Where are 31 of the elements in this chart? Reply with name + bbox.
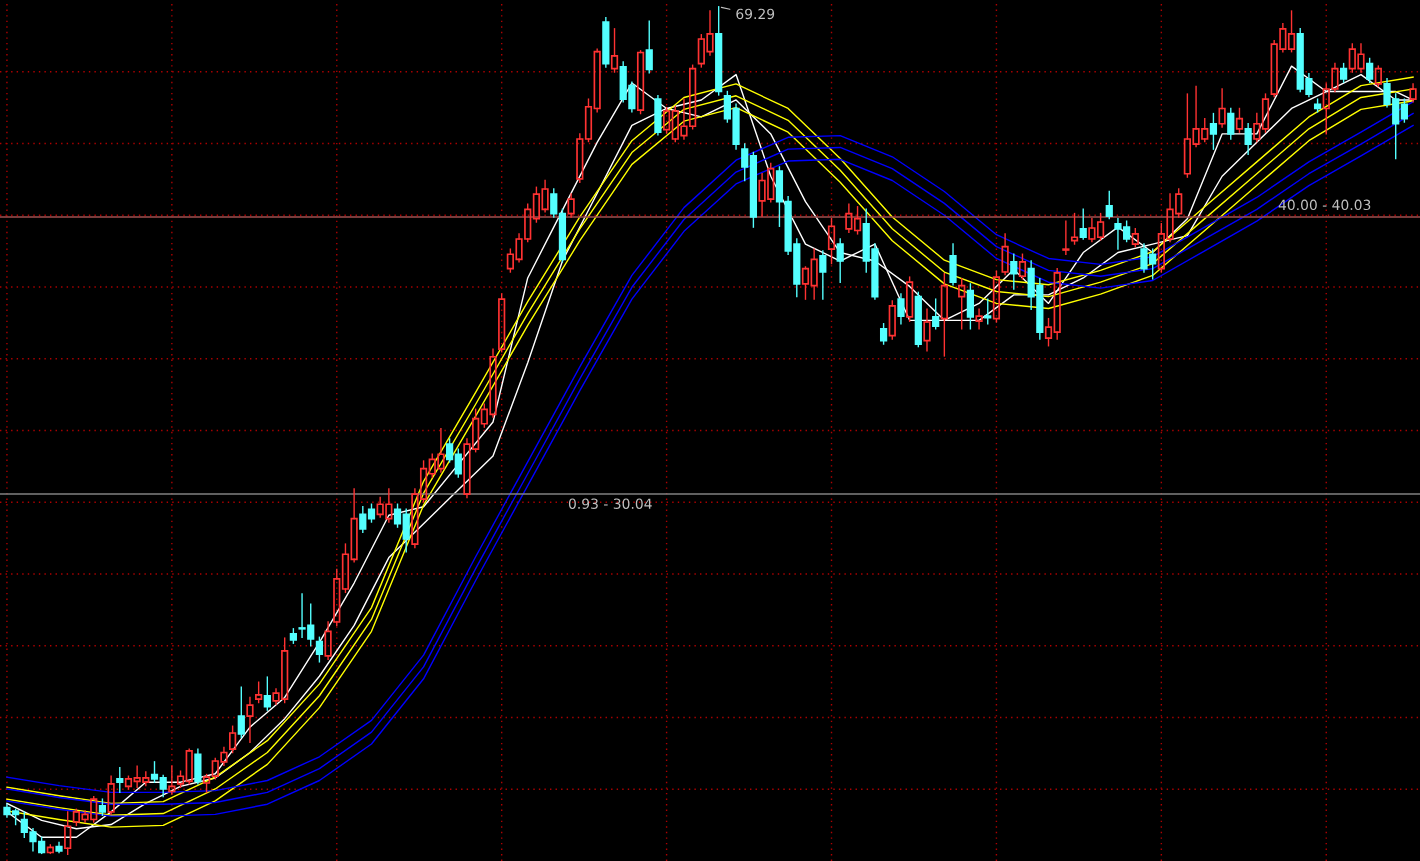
annotation: 40.00 - 40.03 <box>1278 199 1371 211</box>
candlestick <box>654 95 662 136</box>
candlestick <box>1218 88 1226 128</box>
candlestick <box>949 243 957 286</box>
candlestick <box>55 841 63 854</box>
candlestick <box>194 748 202 785</box>
candlestick <box>168 765 176 795</box>
candlestick <box>923 308 931 352</box>
candlestick <box>359 506 367 533</box>
candlestick <box>324 621 332 661</box>
candlestick <box>246 696 254 744</box>
candlestick <box>1053 267 1061 340</box>
candlestick <box>845 203 853 233</box>
candlestick <box>1062 220 1070 255</box>
candlestick <box>1079 208 1087 240</box>
candlestick <box>350 488 358 563</box>
candlestick <box>975 308 983 330</box>
candlestick <box>159 774 167 798</box>
candlestick <box>1001 233 1009 276</box>
candlestick <box>810 248 818 300</box>
candlestick <box>1244 123 1252 155</box>
candlestick <box>819 250 827 300</box>
annotation: 69.29 <box>736 8 775 20</box>
annotation: 0.93 - 30.04 <box>568 498 652 509</box>
candlestick <box>593 48 601 113</box>
candlestick <box>1253 112 1261 143</box>
candlestick <box>1409 83 1417 103</box>
candlestick <box>107 775 115 816</box>
candlestick <box>602 17 610 68</box>
candlestick <box>567 193 575 218</box>
candlestick <box>897 293 905 325</box>
